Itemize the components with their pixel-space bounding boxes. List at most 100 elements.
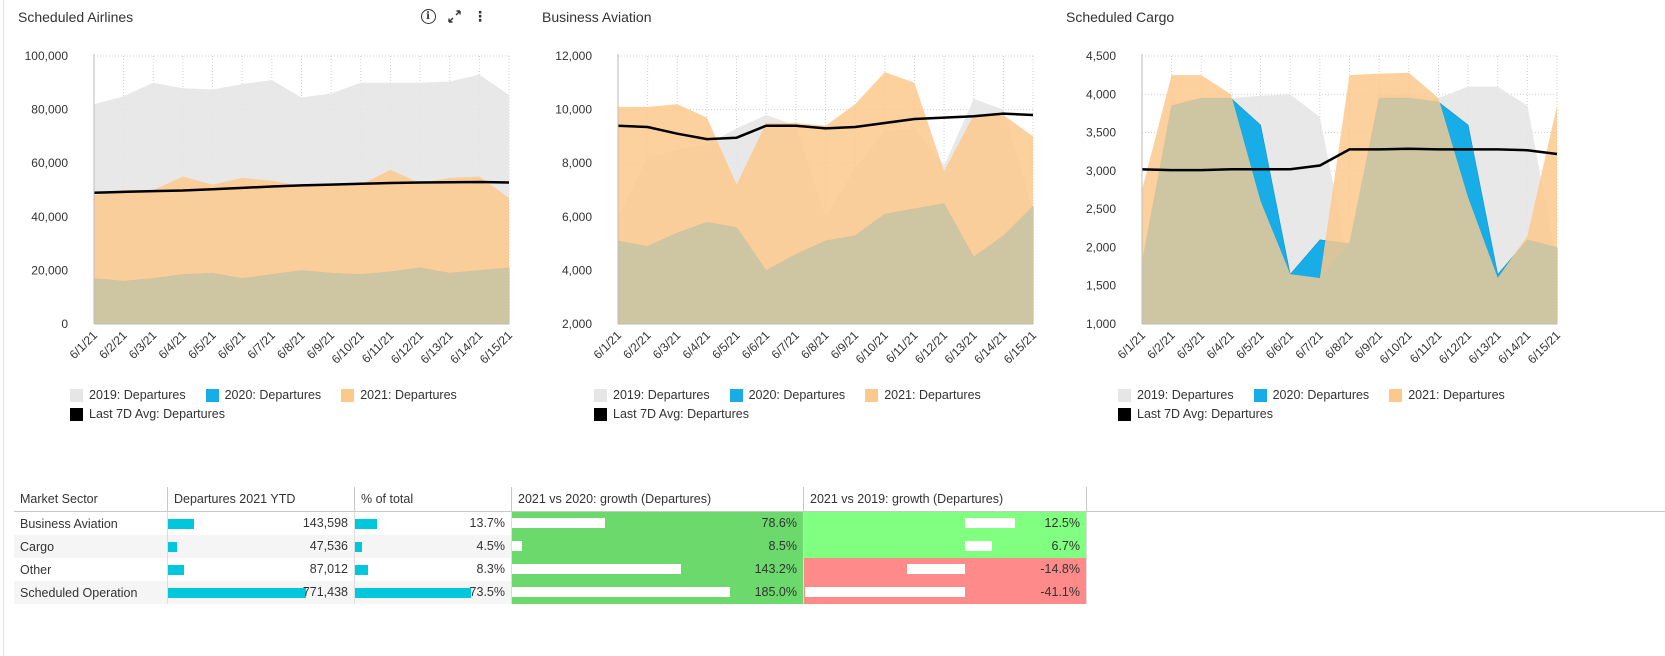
- cell-departures: 87,012: [167, 558, 355, 581]
- y-tick-label: 2,000: [562, 317, 592, 331]
- x-tick-label: 6/5/21: [1233, 328, 1267, 362]
- x-tick-label: 6/8/21: [798, 328, 832, 362]
- column-header-growth-2020[interactable]: 2021 vs 2020: growth (Departures): [511, 487, 804, 512]
- x-tick-label: 6/3/21: [126, 328, 160, 362]
- pct-bar: [355, 519, 377, 529]
- column-header-growth-2019[interactable]: 2021 vs 2019: growth (Departures): [803, 487, 1087, 512]
- growth-2019-value: -41.1%: [1040, 585, 1080, 599]
- chart-panel-scheduled-airlines: Scheduled Airlines i ⋮ 0 20,000 40,000 60,0…: [4, 0, 534, 450]
- pct-value: 13.7%: [469, 516, 505, 530]
- x-tick-label: 6/7/21: [768, 328, 802, 362]
- legend-item-2019[interactable]: 2019: Departures: [1118, 388, 1234, 402]
- y-tick-label: 4,000: [1086, 87, 1116, 101]
- y-tick-label: 80,000: [31, 103, 68, 117]
- legend-swatch-2020: [1253, 388, 1267, 402]
- column-header-pct-total[interactable]: % of total: [354, 487, 512, 512]
- x-tick-label: 6/10/21: [1377, 328, 1415, 366]
- legend-swatch-2020: [729, 388, 743, 402]
- legend-item-2020[interactable]: 2020: Departures: [729, 388, 845, 402]
- column-header-departures[interactable]: Departures 2021 YTD: [167, 487, 355, 512]
- info-icon[interactable]: i: [420, 8, 436, 24]
- legend-item-2019[interactable]: 2019: Departures: [70, 388, 186, 402]
- x-tick-label: 6/10/21: [329, 328, 367, 366]
- series-avg-line: [93, 180, 510, 194]
- growth-2020-value: 185.0%: [754, 585, 797, 599]
- panel-title: Scheduled Cargo: [1066, 9, 1175, 25]
- cell-pct-total: 73.5%: [354, 581, 512, 604]
- chart-panel-business-aviation: Business Aviation 2,000 4,000 6,000 8,000 10…: [528, 0, 1058, 450]
- y-tick-label: 10,000: [555, 103, 592, 117]
- cell-growth-2020: 8.5%: [511, 535, 804, 558]
- x-tick-label: 6/1/21: [1115, 328, 1149, 362]
- chart-panel-scheduled-cargo: Scheduled Cargo 1,000 1,500 2,000 2,500 3,00…: [1052, 0, 1582, 450]
- x-tick-label: 6/2/21: [96, 328, 130, 362]
- cell-pct-total: 4.5%: [354, 535, 512, 558]
- y-tick-label: 8,000: [562, 156, 592, 170]
- growth-2020-bar: [512, 587, 730, 597]
- cell-growth-2019: 12.5%: [803, 511, 1087, 535]
- cell-growth-2019: -14.8%: [803, 558, 1087, 581]
- series-avg-line: [1141, 147, 1558, 172]
- legend-item-avg[interactable]: Last 7D Avg: Departures: [1118, 407, 1273, 421]
- legend-swatch-2019: [594, 388, 607, 402]
- legend-item-2021[interactable]: 2021: Departures: [1389, 388, 1505, 402]
- x-tick-label: 6/4/21: [156, 328, 190, 362]
- y-tick-label: 2,500: [1086, 202, 1116, 216]
- expand-icon[interactable]: [446, 8, 462, 24]
- series-overlap-area: [618, 203, 1033, 324]
- legend-item-avg[interactable]: Last 7D Avg: Departures: [594, 407, 749, 421]
- legend-item-2021[interactable]: 2021: Departures: [341, 388, 457, 402]
- legend-swatch-2021: [865, 388, 879, 402]
- growth-2019-bar: [907, 564, 965, 574]
- x-tick-label: 6/15/21: [477, 328, 515, 366]
- cell-pct-total: 8.3%: [354, 558, 512, 581]
- x-tick-label: 6/4/21: [680, 328, 714, 362]
- cell-departures: 143,598: [167, 511, 355, 535]
- growth-2020-value: 78.6%: [761, 516, 797, 530]
- x-tick-label: 6/2/21: [620, 328, 654, 362]
- cell-market-sector: Business Aviation: [14, 511, 168, 535]
- legend-item-2020[interactable]: 2020: Departures: [1253, 388, 1369, 402]
- cell-growth-2020: 78.6%: [511, 511, 804, 535]
- x-tick-label: 6/4/21: [1204, 328, 1238, 362]
- departures-bar: [168, 542, 177, 552]
- column-header-market-sector[interactable]: Market Sector: [14, 487, 168, 512]
- growth-2019-value: 12.5%: [1044, 516, 1080, 530]
- table-row[interactable]: Scheduled Operation 771,438 73.5% 185.0% -41…: [14, 581, 1087, 604]
- growth-2019-bar: [965, 518, 1015, 528]
- cell-market-sector: Cargo: [14, 535, 168, 558]
- legend-item-2021[interactable]: 2021: Departures: [865, 388, 981, 402]
- y-tick-label: 20,000: [31, 263, 68, 277]
- series-overlap-area: [94, 267, 509, 324]
- x-tick-label: 6/7/21: [244, 328, 278, 362]
- departures-bar: [168, 519, 194, 529]
- x-tick-label: 6/1/21: [67, 328, 101, 362]
- x-tick-label: 6/7/21: [1292, 328, 1326, 362]
- x-tick-label: 6/5/21: [185, 328, 219, 362]
- cell-market-sector: Scheduled Operation: [14, 581, 168, 604]
- table-header-row: Market Sector Departures 2021 YTD % of t…: [14, 487, 1087, 512]
- legend-item-2020[interactable]: 2020: Departures: [205, 388, 321, 402]
- legend-item-avg[interactable]: Last 7D Avg: Departures: [70, 407, 225, 421]
- x-tick-label: 6/8/21: [274, 328, 308, 362]
- chart-scheduled-cargo: 1,000 1,500 2,000 2,500 3,000 3,500 4,000 4,500…: [1086, 49, 1563, 366]
- table-row[interactable]: Cargo 47,536 4.5% 8.5% 6.7%: [14, 535, 1087, 558]
- y-tick-label: 6,000: [562, 210, 592, 224]
- y-tick-label: 100,000: [25, 49, 69, 63]
- kebab-menu-icon[interactable]: ⋮: [473, 7, 487, 24]
- panel-title: Business Aviation: [542, 9, 652, 25]
- legend-item-2019[interactable]: 2019: Departures: [594, 388, 710, 402]
- market-sector-table: Market Sector Departures 2021 YTD % of t…: [14, 487, 1087, 604]
- x-tick-label: 6/3/21: [650, 328, 684, 362]
- growth-2020-bar: [512, 541, 523, 551]
- table-row[interactable]: Other 87,012 8.3% 143.2% -14.8%: [14, 558, 1087, 581]
- legend-swatch-avg: [594, 407, 607, 421]
- x-tick-label: 6/1/21: [591, 328, 625, 362]
- x-tick-label: 6/10/21: [853, 328, 891, 366]
- departures-value: 143,598: [302, 516, 348, 530]
- x-tick-label: 6/8/21: [1322, 328, 1356, 362]
- table-row[interactable]: Business Aviation 143,598 13.7% 78.6% 12.5%: [14, 511, 1087, 535]
- chart-legend: 2019: Departures 2020: Departures 2021: …: [1118, 388, 1578, 426]
- panel-toolbar: i ⋮: [420, 8, 488, 24]
- pct-value: 8.3%: [476, 562, 506, 576]
